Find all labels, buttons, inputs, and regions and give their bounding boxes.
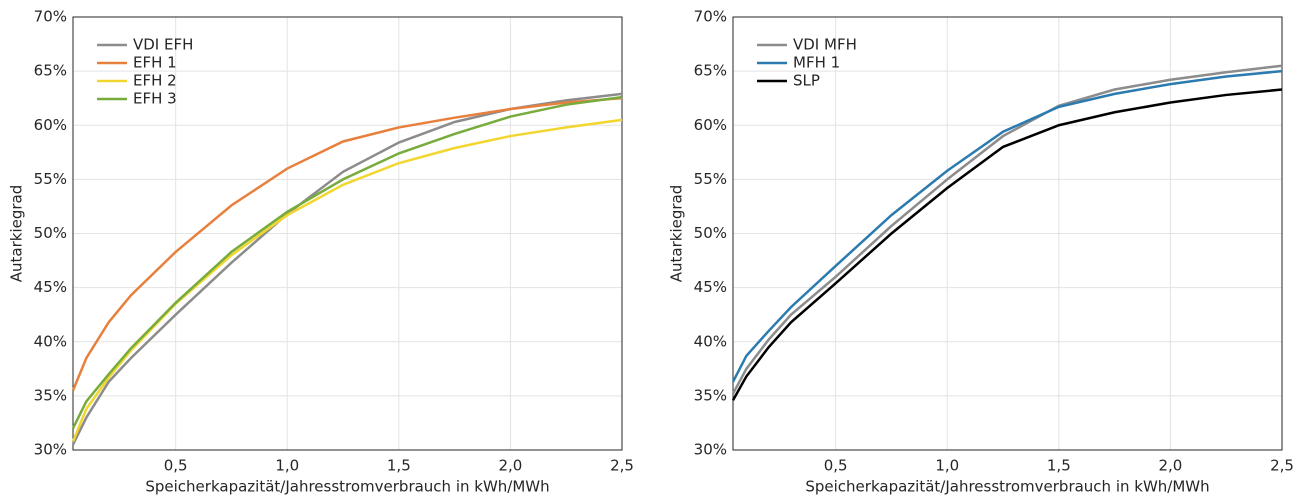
x-tick-label: 2,5	[1270, 457, 1294, 475]
y-tick-label: 50%	[34, 224, 67, 242]
y-tick-label: 40%	[694, 332, 727, 350]
y-axis-label: Autarkiegrad	[668, 185, 686, 283]
y-tick-label: 45%	[694, 278, 727, 296]
plot-frame	[732, 16, 1283, 451]
y-tick-label: 65%	[694, 62, 727, 80]
y-tick-label: 45%	[34, 278, 67, 296]
y-tick-label: 30%	[694, 441, 727, 459]
y-tick-label: 55%	[34, 170, 67, 188]
x-tick-label: 2,0	[498, 457, 522, 475]
data-line	[731, 64, 1283, 395]
y-tick-label: 50%	[694, 224, 727, 242]
y-tick-label: 70%	[34, 8, 67, 26]
x-axis-label: Speicherkapazität/Jahresstromverbrauch i…	[805, 478, 1209, 496]
legend-label: VDI MFH	[793, 36, 857, 54]
legend-label: MFH 1	[793, 54, 840, 72]
data-line	[71, 96, 623, 391]
legend-label: VDI EFH	[133, 36, 193, 54]
y-tick-label: 55%	[694, 170, 727, 188]
y-tick-label: 60%	[694, 116, 727, 134]
x-tick-label: 2,5	[610, 457, 634, 475]
legend-label: EFH 3	[133, 90, 177, 108]
legend-label: SLP	[793, 72, 820, 90]
legend-label: EFH 1	[133, 54, 177, 72]
y-tick-label: 70%	[694, 8, 727, 26]
x-tick-label: 0,5	[164, 457, 188, 475]
plot-frame	[72, 16, 623, 451]
x-tick-label: 1,0	[935, 457, 959, 475]
y-tick-label: 30%	[34, 441, 67, 459]
x-tick-label: 1,0	[275, 457, 299, 475]
x-tick-label: 1,5	[1047, 457, 1071, 475]
x-tick-label: 2,0	[1158, 457, 1182, 475]
y-tick-label: 35%	[694, 386, 727, 404]
y-axis-label: Autarkiegrad	[8, 185, 26, 283]
data-line	[71, 92, 623, 446]
x-tick-label: 0,5	[824, 457, 848, 475]
data-line	[731, 69, 1283, 383]
y-tick-label: 60%	[34, 116, 67, 134]
x-axis-label: Speicherkapazität/Jahresstromverbrauch i…	[145, 478, 549, 496]
data-line	[71, 95, 623, 429]
data-line	[731, 88, 1283, 401]
y-tick-label: 35%	[34, 386, 67, 404]
y-tick-label: 65%	[34, 62, 67, 80]
x-tick-label: 1,5	[387, 457, 411, 475]
y-tick-label: 40%	[34, 332, 67, 350]
legend-label: EFH 2	[133, 72, 177, 90]
data-line	[71, 118, 623, 442]
